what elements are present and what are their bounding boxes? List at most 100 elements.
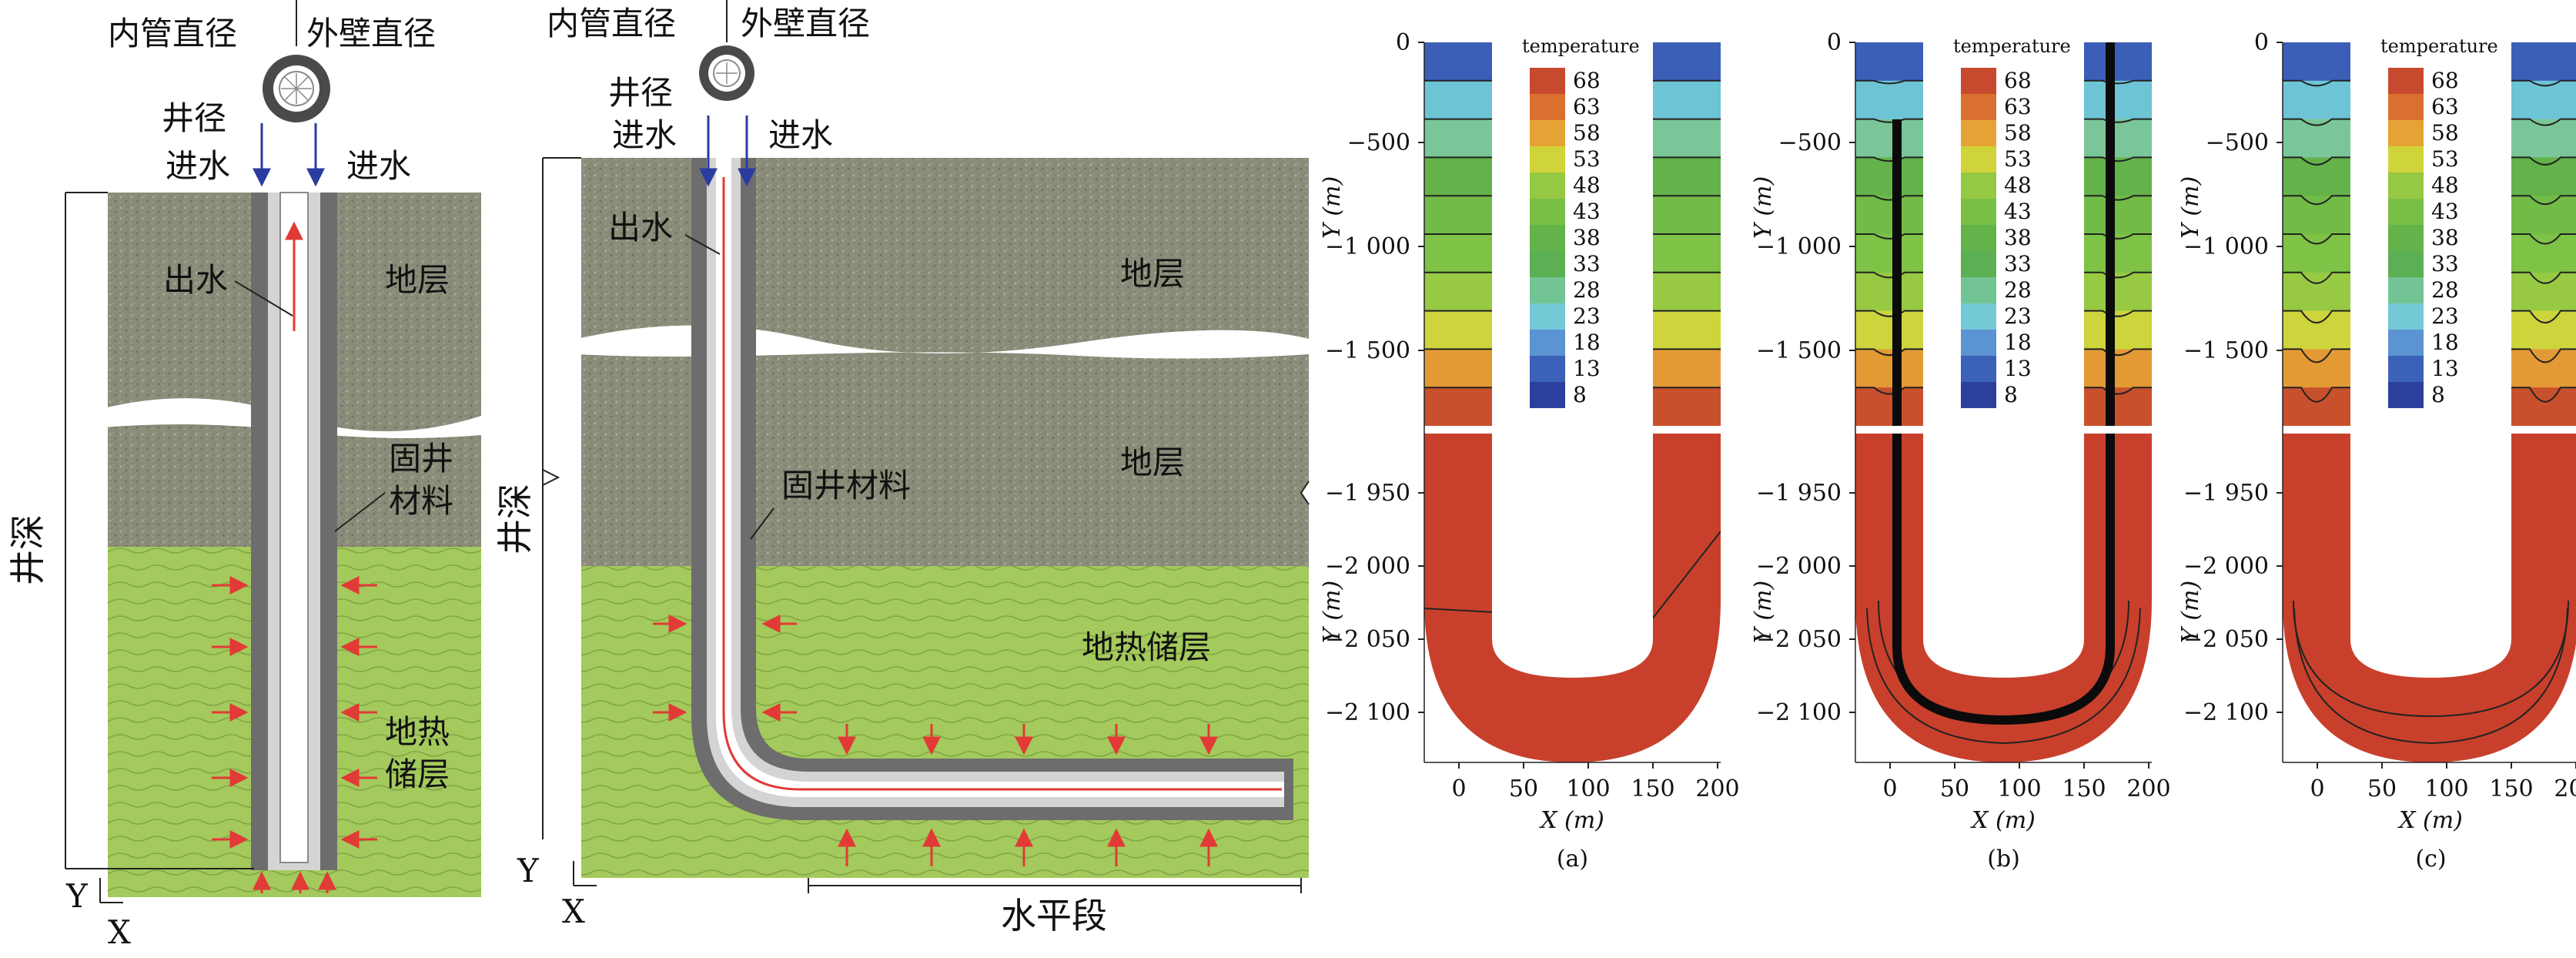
x-axis-label: X (m): [2397, 807, 2463, 834]
legend-swatch: [1530, 382, 1565, 408]
y-tick-label: −2 000: [1756, 553, 1842, 580]
legend-level: 58: [1573, 120, 1601, 146]
y-axis-label: Y (m): [1319, 176, 1346, 239]
y-axis-label: Y (m): [1319, 581, 1346, 643]
legend-swatch: [2388, 68, 2424, 94]
legend-level: 23: [2004, 303, 2032, 329]
y-tick-label: −2 050: [1756, 626, 1842, 653]
y-tick-label: −1 500: [1756, 337, 1842, 364]
y-tick-label: −1 950: [1756, 480, 1842, 507]
legend-level: 8: [2431, 382, 2445, 407]
legend-level: 63: [2431, 94, 2459, 119]
legend-swatch: [2388, 356, 2424, 382]
axis-x-left: X: [108, 913, 131, 951]
y-tick-label: −500: [2206, 129, 2269, 156]
legend-swatch: [1961, 382, 1996, 408]
x-tick-label: 150: [2062, 775, 2106, 802]
legend-swatch: [1530, 199, 1565, 225]
y-tick-label: −1 500: [1325, 337, 1410, 364]
legend-level: 18: [2431, 330, 2459, 355]
label-well-dia: 井径: [608, 74, 673, 112]
axis-y-mid: Y: [517, 852, 540, 889]
legend-swatch: [1530, 225, 1565, 251]
legend-swatch: [2388, 251, 2424, 277]
y-tick-label: −2 050: [2183, 626, 2269, 653]
y-tick-label: −1 000: [2183, 233, 2269, 260]
legend-level: 53: [2004, 146, 2032, 172]
legend-level: 33: [2431, 251, 2459, 276]
legend-swatch: [1530, 251, 1565, 277]
heat-flux-arrows: [212, 576, 377, 893]
x-tick-label: 0: [1882, 775, 1897, 802]
legend-swatch: [1530, 146, 1565, 173]
x-tick-label: 150: [2489, 775, 2533, 802]
legend-swatch: [1961, 146, 1996, 173]
y-tick-label: −2 100: [1325, 699, 1410, 726]
label-outer-wall: 外壁直径: [741, 5, 870, 42]
legend-level: 43: [2431, 199, 2459, 224]
legend-level: 28: [1573, 277, 1601, 303]
legend-title: temperature: [1953, 35, 2071, 57]
y-tick-label: −2 000: [1325, 553, 1410, 580]
label-outlet: 出水: [163, 261, 228, 299]
legend-level: 13: [2004, 356, 2032, 381]
x-tick-label: 100: [1566, 775, 1610, 802]
legend-swatch: [2388, 277, 2424, 303]
legend-level: 48: [2004, 173, 2032, 198]
label-cement: 固井材料: [781, 467, 911, 504]
legend-swatch: [1961, 303, 1996, 330]
label-outer-wall: 外壁直径: [306, 15, 436, 52]
axis-break: [1852, 426, 2156, 434]
y-tick-label: −500: [1778, 129, 1842, 156]
y-axis-label: Y (m): [1750, 581, 1777, 643]
y-tick-label: −2 050: [1325, 626, 1410, 653]
legend-swatch: [1961, 94, 1996, 120]
legend-swatch: [1961, 277, 1996, 303]
x-tick-label: 100: [1997, 775, 2041, 802]
legend-swatch: [1530, 120, 1565, 146]
legend-level: 68: [2431, 68, 2459, 93]
vertical-well-diagram: 内管直径 外壁直径 井径 进水 进水 出水 地层 固井 材料 井深 地热 储层 …: [7, 0, 481, 951]
legend-level: 23: [1573, 303, 1601, 329]
label-inlet-left: 进水: [166, 147, 230, 185]
legend-level: 63: [2004, 94, 2032, 119]
y-tick-label: −1 000: [1756, 233, 1842, 260]
legend-swatch: [1530, 173, 1565, 199]
y-tick-label: −1 950: [1325, 480, 1410, 507]
y-tick-label: −500: [1347, 129, 1410, 156]
x-tick-label: 200: [2126, 775, 2170, 802]
legend-title: temperature: [2380, 35, 2498, 57]
label-inlet-left: 进水: [612, 116, 677, 154]
legend-swatch: [1530, 330, 1565, 356]
reservoir-zone: [1424, 434, 1721, 762]
legend-level: 58: [2004, 120, 2032, 146]
label-cement-1: 固井: [389, 440, 453, 477]
legend-swatch: [1961, 225, 1996, 251]
legend-level: 68: [1573, 68, 1601, 93]
x-tick-label: 200: [2554, 775, 2576, 802]
y-tick-label: 0: [1396, 29, 1410, 56]
legend-swatch: [1961, 251, 1996, 277]
legend-swatch: [1961, 68, 1996, 94]
panel-label: (b): [1987, 846, 2020, 873]
legend-level: 38: [2431, 225, 2459, 250]
legend-swatch: [2388, 330, 2424, 356]
reservoir-layer: [581, 566, 1309, 878]
axis-x-mid: X: [562, 893, 585, 930]
legend-level: 38: [1573, 225, 1601, 250]
legend-level: 63: [1573, 94, 1601, 119]
legend-level: 8: [1573, 382, 1587, 407]
legend-level: 23: [2431, 303, 2459, 329]
label-reservoir: 地热储层: [1082, 628, 1211, 666]
temperature-contour-panels: temperature68635853484338332823181380−50…: [1319, 29, 2576, 873]
legend-level: 58: [2431, 120, 2459, 146]
axis-y-left: Y: [65, 877, 89, 915]
formation-break: [577, 325, 1309, 359]
legend-level: 68: [2004, 68, 2032, 93]
axis-break: [2279, 426, 2576, 434]
y-tick-label: −1 950: [2183, 480, 2269, 507]
legend-swatch: [2388, 94, 2424, 120]
legend-swatch: [1530, 94, 1565, 120]
legend-swatch: [2388, 120, 2424, 146]
